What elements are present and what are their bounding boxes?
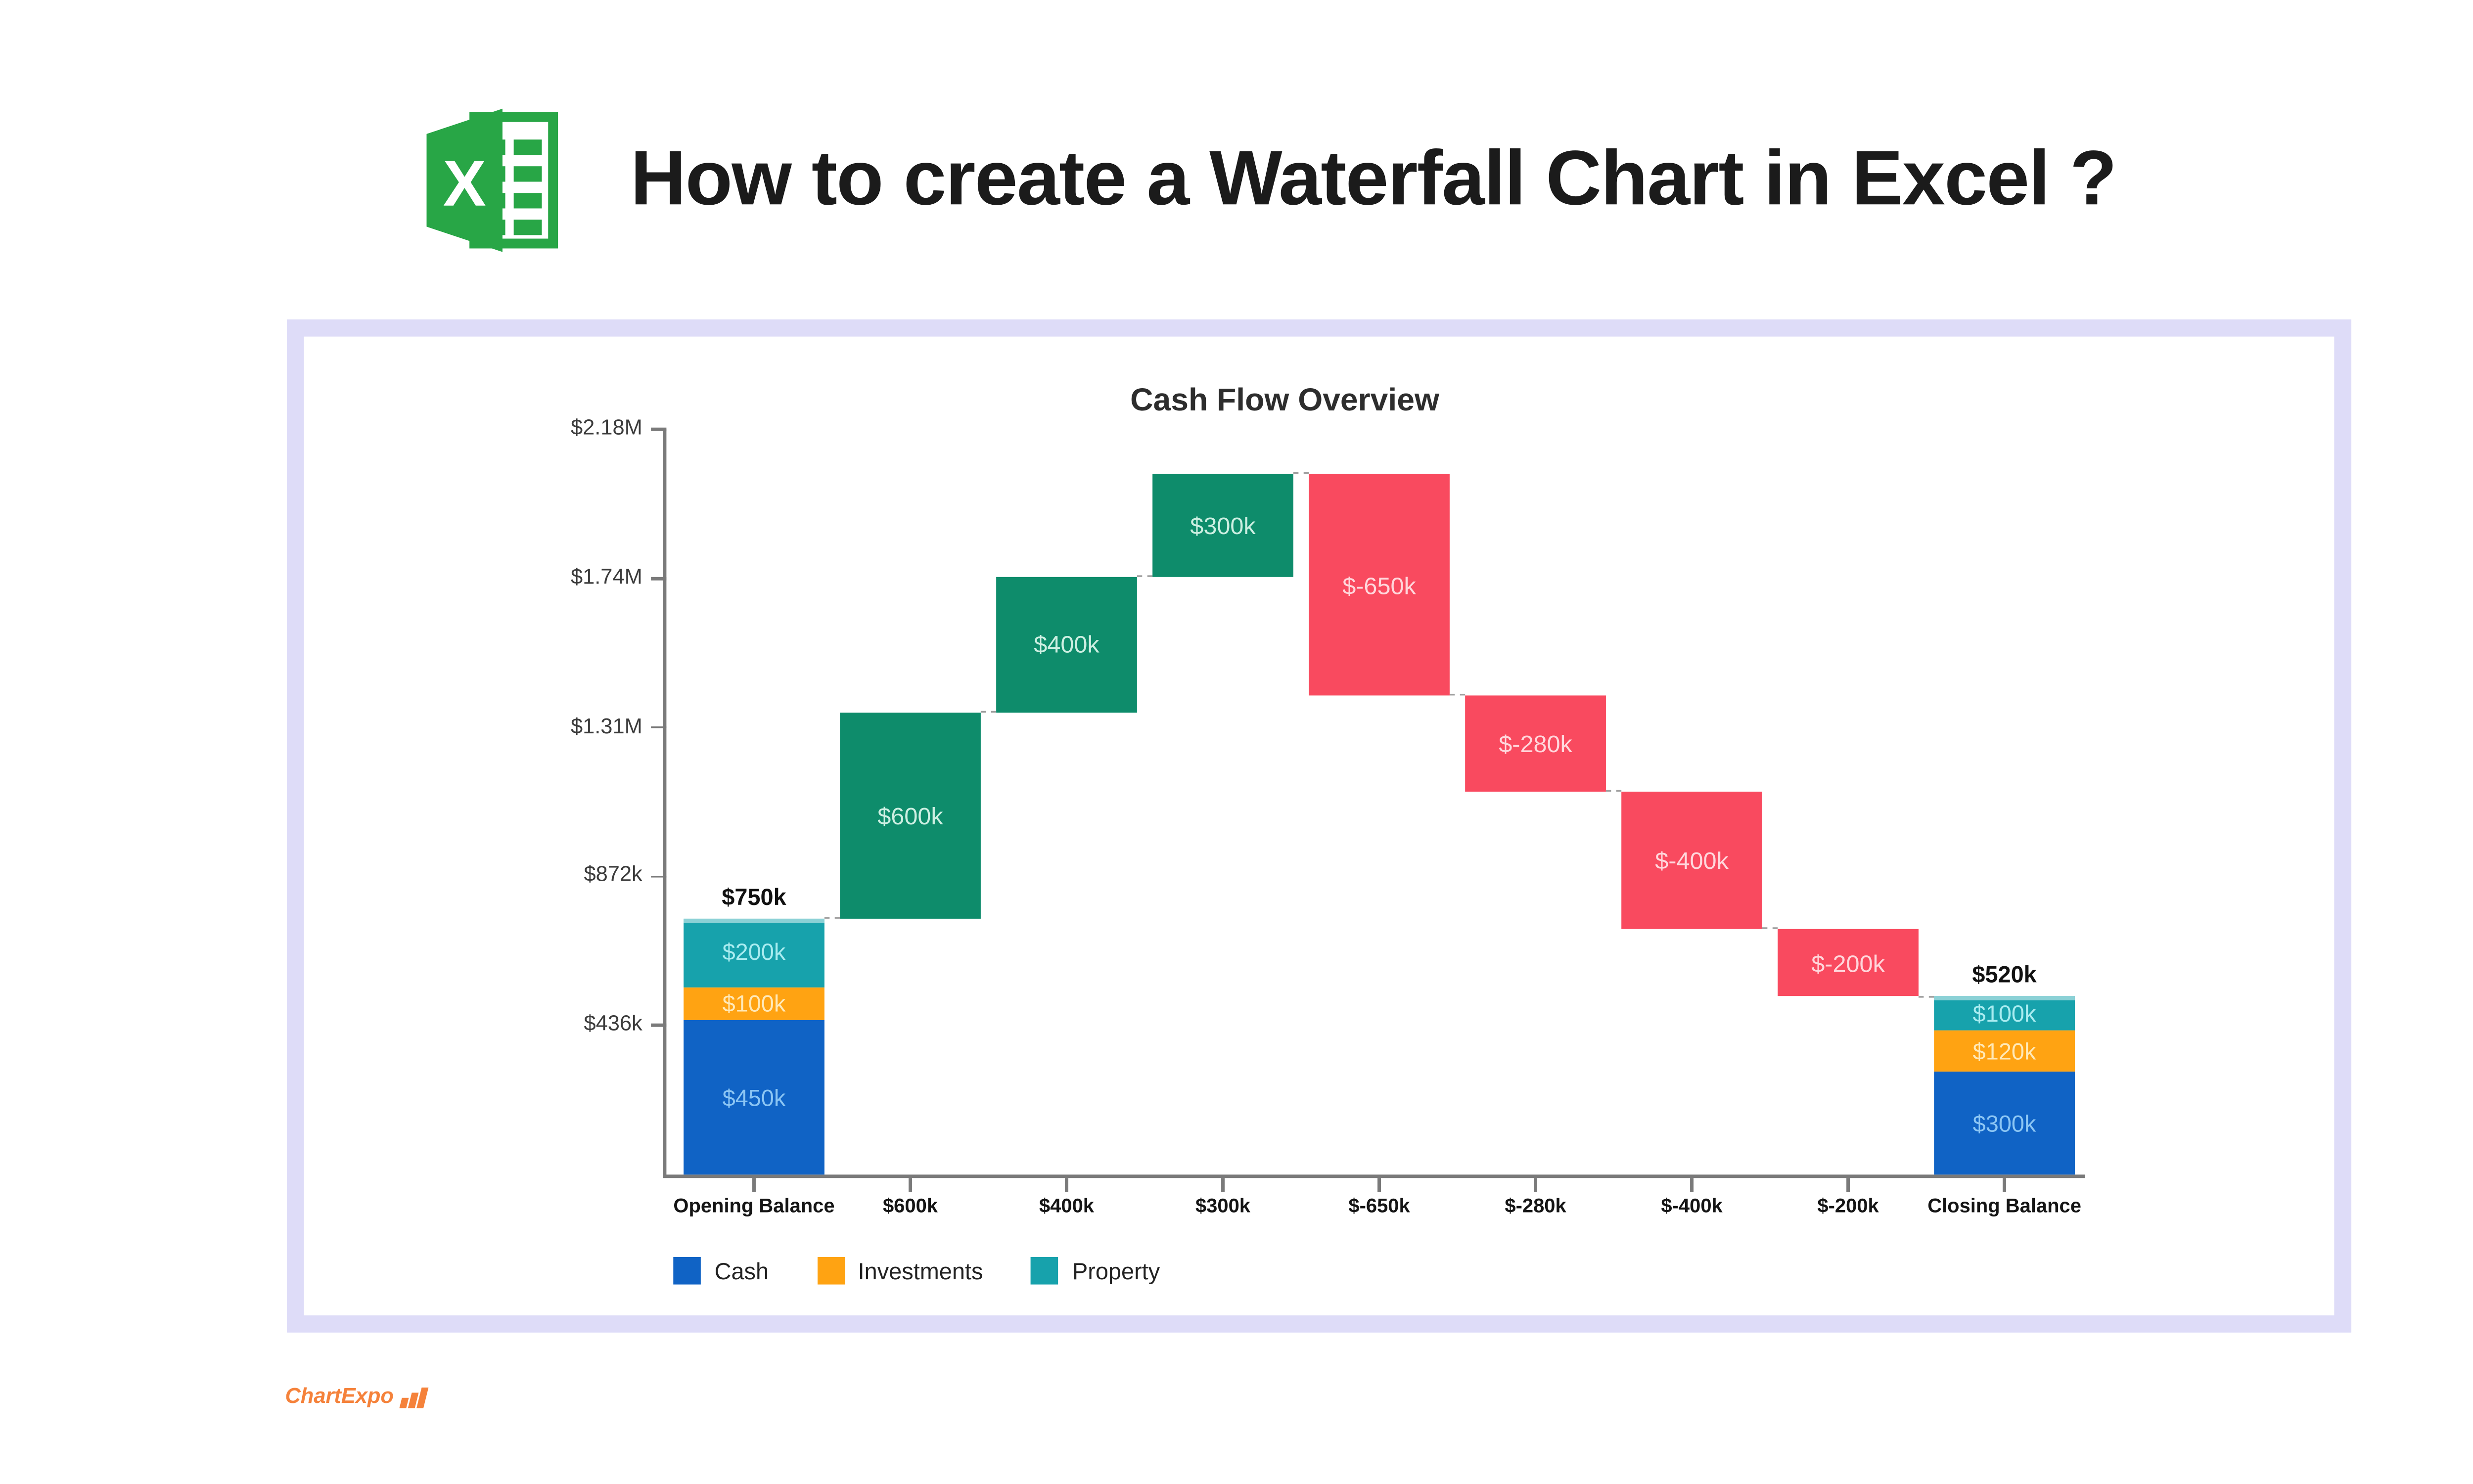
legend-label: Investments (858, 1258, 983, 1284)
legend-swatch (1031, 1257, 1059, 1285)
ascending-bars-icon (400, 1387, 428, 1408)
legend-item: Cash (673, 1257, 769, 1285)
chart-title: Cash Flow Overview (1130, 381, 1439, 417)
chart-legend: Cash Investments Property (673, 1257, 1160, 1285)
legend-label: Property (1072, 1258, 1160, 1284)
legend-label: Cash (714, 1258, 769, 1284)
svg-text:X: X (443, 147, 486, 220)
page-title: How to create a Waterfall Chart in Excel… (630, 134, 2117, 222)
legend-item: Property (1031, 1257, 1160, 1285)
watermark: ChartExpo (285, 1384, 428, 1408)
chart-card (286, 319, 2352, 1333)
legend-item: Investments (817, 1257, 983, 1285)
legend-swatch (673, 1257, 701, 1285)
excel-logo-icon: X (426, 108, 558, 252)
legend-swatch (817, 1257, 844, 1285)
watermark-text: ChartExpo (285, 1384, 394, 1408)
